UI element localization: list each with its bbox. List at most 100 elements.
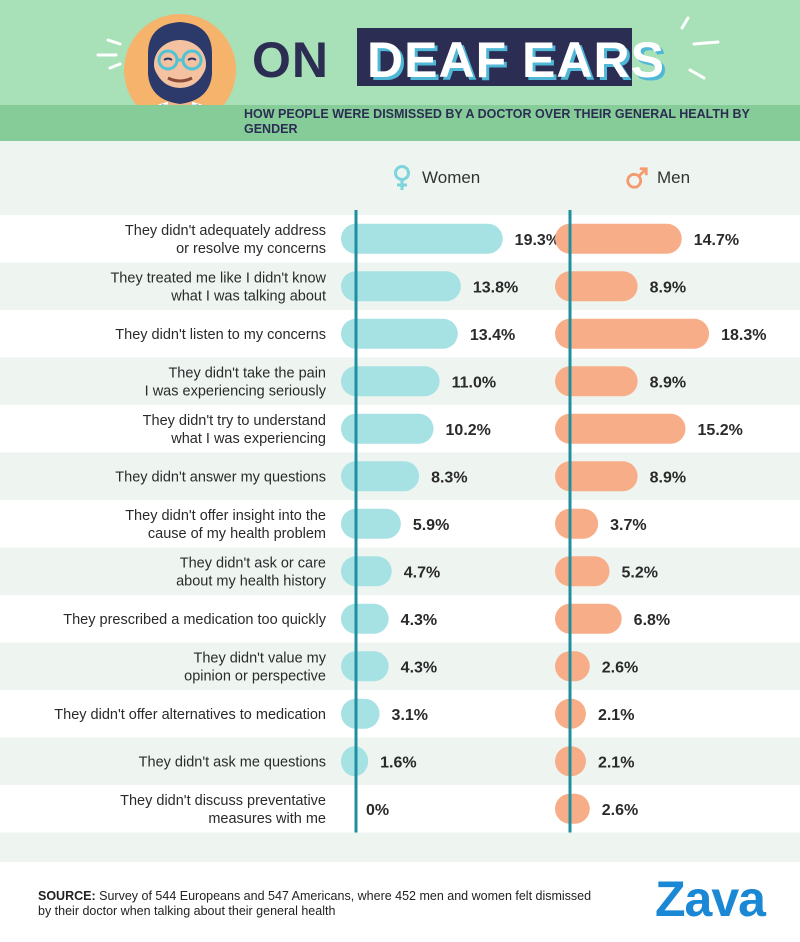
women-value-label: 0%	[366, 802, 389, 819]
category-label-line: They didn't ask or care	[180, 555, 326, 571]
category-label-line: They didn't try to understand	[143, 413, 326, 429]
women-bar	[341, 508, 401, 539]
row-background	[0, 737, 800, 785]
category-label-line: They didn't take the pain	[168, 365, 326, 381]
women-bar	[341, 318, 458, 349]
category-label: They didn't value my opinion or perspecti…	[184, 650, 327, 684]
category-label-line: what I was experiencing	[170, 431, 326, 447]
category-label-line: They didn't value my	[193, 650, 326, 666]
men-bar	[555, 603, 622, 634]
men-value-label: 15.2%	[698, 422, 743, 439]
men-bar	[555, 271, 638, 302]
category-label: They didn't offer insight into the cause …	[125, 508, 326, 542]
category-label-line: They prescribed a medication too quickly	[63, 612, 326, 628]
men-bar	[555, 461, 638, 492]
category-label-line: They didn't ask me questions	[139, 754, 326, 770]
category-label-line: They didn't listen to my concerns	[115, 327, 326, 343]
category-label-line: I was experiencing seriously	[145, 383, 327, 399]
title-part-2: DEAF EARS	[367, 32, 665, 88]
men-bar	[555, 793, 590, 824]
row-background	[0, 690, 800, 738]
source-label: SOURCE:	[38, 889, 96, 903]
women-value-label: 4.7%	[404, 564, 440, 581]
category-label: They didn't take the pain I was experienc…	[145, 365, 327, 399]
men-bar	[555, 556, 610, 587]
women-value-label: 11.0%	[452, 374, 496, 391]
category-label: They didn't listen to my concerns	[115, 327, 326, 343]
category-label-line: They didn't answer my questions	[115, 469, 326, 485]
category-label: They didn't answer my questions	[115, 469, 326, 485]
women-value-label: 10.2%	[446, 422, 491, 439]
spark-lines-right	[680, 16, 720, 80]
row-background	[0, 785, 800, 833]
men-bar	[555, 413, 686, 444]
men-bar	[555, 223, 682, 254]
legend-men-label: Men	[657, 168, 691, 187]
men-bar	[555, 508, 599, 539]
men-value-label: 5.2%	[622, 564, 658, 581]
male-symbol-icon	[626, 167, 648, 189]
men-value-label: 2.1%	[598, 707, 634, 724]
legend-men: Men	[625, 165, 690, 191]
women-value-label: 4.3%	[401, 612, 437, 629]
title-part-1: ON	[252, 32, 329, 88]
source-note: SOURCE: Survey of 544 Europeans and 547 …	[38, 889, 598, 919]
men-value-label: 8.9%	[650, 469, 686, 486]
category-label: They didn't ask or care about my health h…	[176, 555, 327, 589]
row-background	[0, 595, 800, 643]
men-value-label: 2.6%	[602, 659, 638, 676]
women-bar	[341, 366, 440, 397]
men-value-label: 8.9%	[650, 374, 686, 391]
category-label: They prescribed a medication too quickly	[63, 612, 326, 628]
women-value-label: 8.3%	[431, 469, 467, 486]
men-bar	[555, 366, 638, 397]
chart-subtitle: HOW PEOPLE WERE DISMISSED BY A DOCTOR OV…	[244, 107, 750, 136]
category-label: They didn't try to understand what I was …	[143, 413, 326, 447]
row-background	[0, 642, 800, 690]
women-value-label: 1.6%	[380, 754, 416, 771]
men-bar	[555, 318, 710, 349]
spark-lines-left	[96, 38, 122, 70]
subtitle-band	[0, 105, 800, 141]
women-value-label: 5.9%	[413, 517, 449, 534]
bar-chart: They didn't adequately address or resolve…	[0, 210, 800, 833]
women-value-label: 13.8%	[473, 279, 518, 296]
title-highlight-box	[357, 28, 632, 86]
women-bar	[341, 271, 461, 302]
female-symbol-icon	[394, 165, 410, 190]
category-label-line: or resolve my concerns	[176, 241, 326, 257]
source-text: Survey of 544 Europeans and 547 American…	[38, 889, 592, 918]
category-label: They didn't offer alternatives to medica…	[54, 707, 326, 723]
men-value-label: 2.6%	[602, 802, 638, 819]
women-value-label: 19.3%	[515, 232, 560, 249]
men-value-label: 6.8%	[634, 612, 670, 629]
women-bar	[341, 651, 389, 682]
women-value-label: 4.3%	[401, 659, 437, 676]
men-value-label: 18.3%	[721, 327, 766, 344]
category-label-line: measures with me	[208, 811, 326, 827]
women-value-label: 13.4%	[470, 327, 515, 344]
category-label: They didn't ask me questions	[139, 754, 326, 770]
category-label-line: cause of my health problem	[148, 526, 326, 542]
legend-women-label: Women	[422, 168, 481, 187]
category-label-line: They didn't adequately address	[125, 223, 326, 239]
men-value-label: 14.7%	[694, 232, 739, 249]
women-bar	[341, 413, 434, 444]
category-label: They treated me like I didn't know what I…	[110, 270, 326, 304]
category-label-line: They didn't discuss preventative	[120, 793, 326, 809]
men-bar	[555, 651, 590, 682]
category-label-line: about my health history	[176, 573, 327, 589]
zava-logo: Zava	[655, 871, 766, 927]
women-bar	[341, 556, 392, 587]
men-value-label: 2.1%	[598, 754, 634, 771]
doctor-avatar-icon	[124, 14, 236, 105]
women-bar	[341, 603, 389, 634]
women-value-label: 3.1%	[392, 707, 428, 724]
header-banner	[0, 0, 800, 105]
women-bar	[341, 461, 420, 492]
category-label-line: They didn't offer insight into the	[125, 508, 326, 524]
category-label-line: They treated me like I didn't know	[110, 270, 326, 286]
footer	[0, 862, 800, 942]
men-value-label: 8.9%	[650, 279, 686, 296]
women-bar	[341, 223, 503, 254]
